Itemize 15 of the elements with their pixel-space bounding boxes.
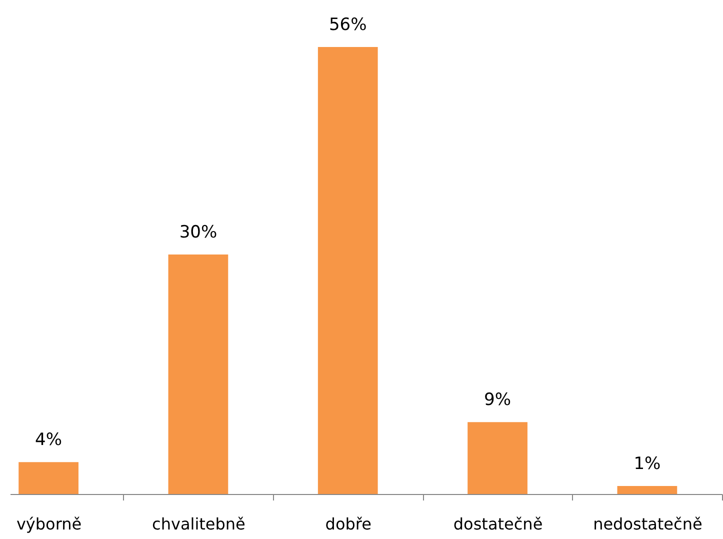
bar	[318, 47, 378, 494]
x-tick-label: chvalitebně	[152, 514, 246, 534]
bar	[168, 254, 228, 494]
data-label: 1%	[634, 454, 661, 474]
x-tick-label: výborně	[16, 514, 82, 534]
data-label: 9%	[484, 390, 512, 410]
bar	[617, 486, 678, 494]
bar	[468, 422, 528, 494]
x-tick-label: dobře	[325, 514, 372, 534]
data-label: 56%	[328, 15, 367, 35]
x-tick-label: nedostatečně	[593, 514, 702, 534]
bar	[18, 462, 78, 494]
x-tick-label: dostatečně	[453, 514, 543, 534]
data-label: 4%	[35, 430, 62, 450]
data-label: 30%	[179, 222, 218, 243]
